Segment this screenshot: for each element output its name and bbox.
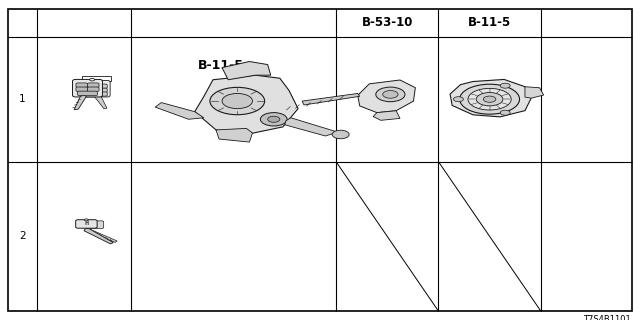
Circle shape (90, 78, 95, 81)
Polygon shape (222, 61, 271, 80)
Polygon shape (195, 75, 298, 134)
Circle shape (268, 116, 280, 122)
FancyBboxPatch shape (77, 91, 98, 95)
Circle shape (383, 91, 398, 98)
Polygon shape (155, 102, 204, 119)
Polygon shape (450, 79, 531, 117)
Circle shape (460, 84, 520, 114)
Circle shape (210, 87, 265, 115)
FancyBboxPatch shape (88, 87, 99, 92)
Polygon shape (302, 93, 360, 105)
Circle shape (476, 92, 503, 106)
Polygon shape (525, 87, 544, 98)
FancyBboxPatch shape (76, 83, 88, 87)
Text: T7S4B1101: T7S4B1101 (582, 315, 630, 320)
FancyBboxPatch shape (76, 87, 88, 92)
FancyBboxPatch shape (95, 84, 108, 88)
Circle shape (500, 83, 510, 88)
Circle shape (500, 110, 510, 115)
FancyBboxPatch shape (76, 220, 97, 228)
Text: B-53-10: B-53-10 (362, 16, 413, 29)
Circle shape (483, 96, 496, 102)
Circle shape (260, 113, 287, 126)
Text: H: H (84, 221, 88, 226)
Polygon shape (285, 118, 338, 136)
Text: 1: 1 (19, 94, 26, 104)
FancyBboxPatch shape (84, 92, 96, 96)
Polygon shape (84, 228, 113, 244)
Circle shape (468, 88, 511, 110)
Text: B-11-5: B-11-5 (198, 59, 244, 72)
FancyBboxPatch shape (84, 221, 104, 228)
Polygon shape (86, 229, 117, 243)
Polygon shape (74, 95, 86, 110)
FancyBboxPatch shape (84, 84, 96, 88)
Bar (83, 76, 111, 81)
Circle shape (376, 87, 405, 102)
Circle shape (84, 219, 88, 221)
Text: B-11-5: B-11-5 (468, 16, 511, 29)
FancyBboxPatch shape (72, 79, 102, 97)
FancyBboxPatch shape (81, 80, 110, 97)
Polygon shape (358, 80, 415, 113)
Polygon shape (93, 95, 107, 109)
Circle shape (222, 93, 253, 109)
Circle shape (453, 97, 463, 102)
FancyBboxPatch shape (95, 92, 108, 96)
FancyBboxPatch shape (88, 83, 99, 87)
Circle shape (332, 130, 349, 139)
Polygon shape (216, 128, 253, 142)
Text: 2: 2 (19, 231, 26, 241)
FancyBboxPatch shape (95, 88, 108, 92)
Polygon shape (373, 111, 400, 120)
FancyBboxPatch shape (84, 88, 96, 92)
